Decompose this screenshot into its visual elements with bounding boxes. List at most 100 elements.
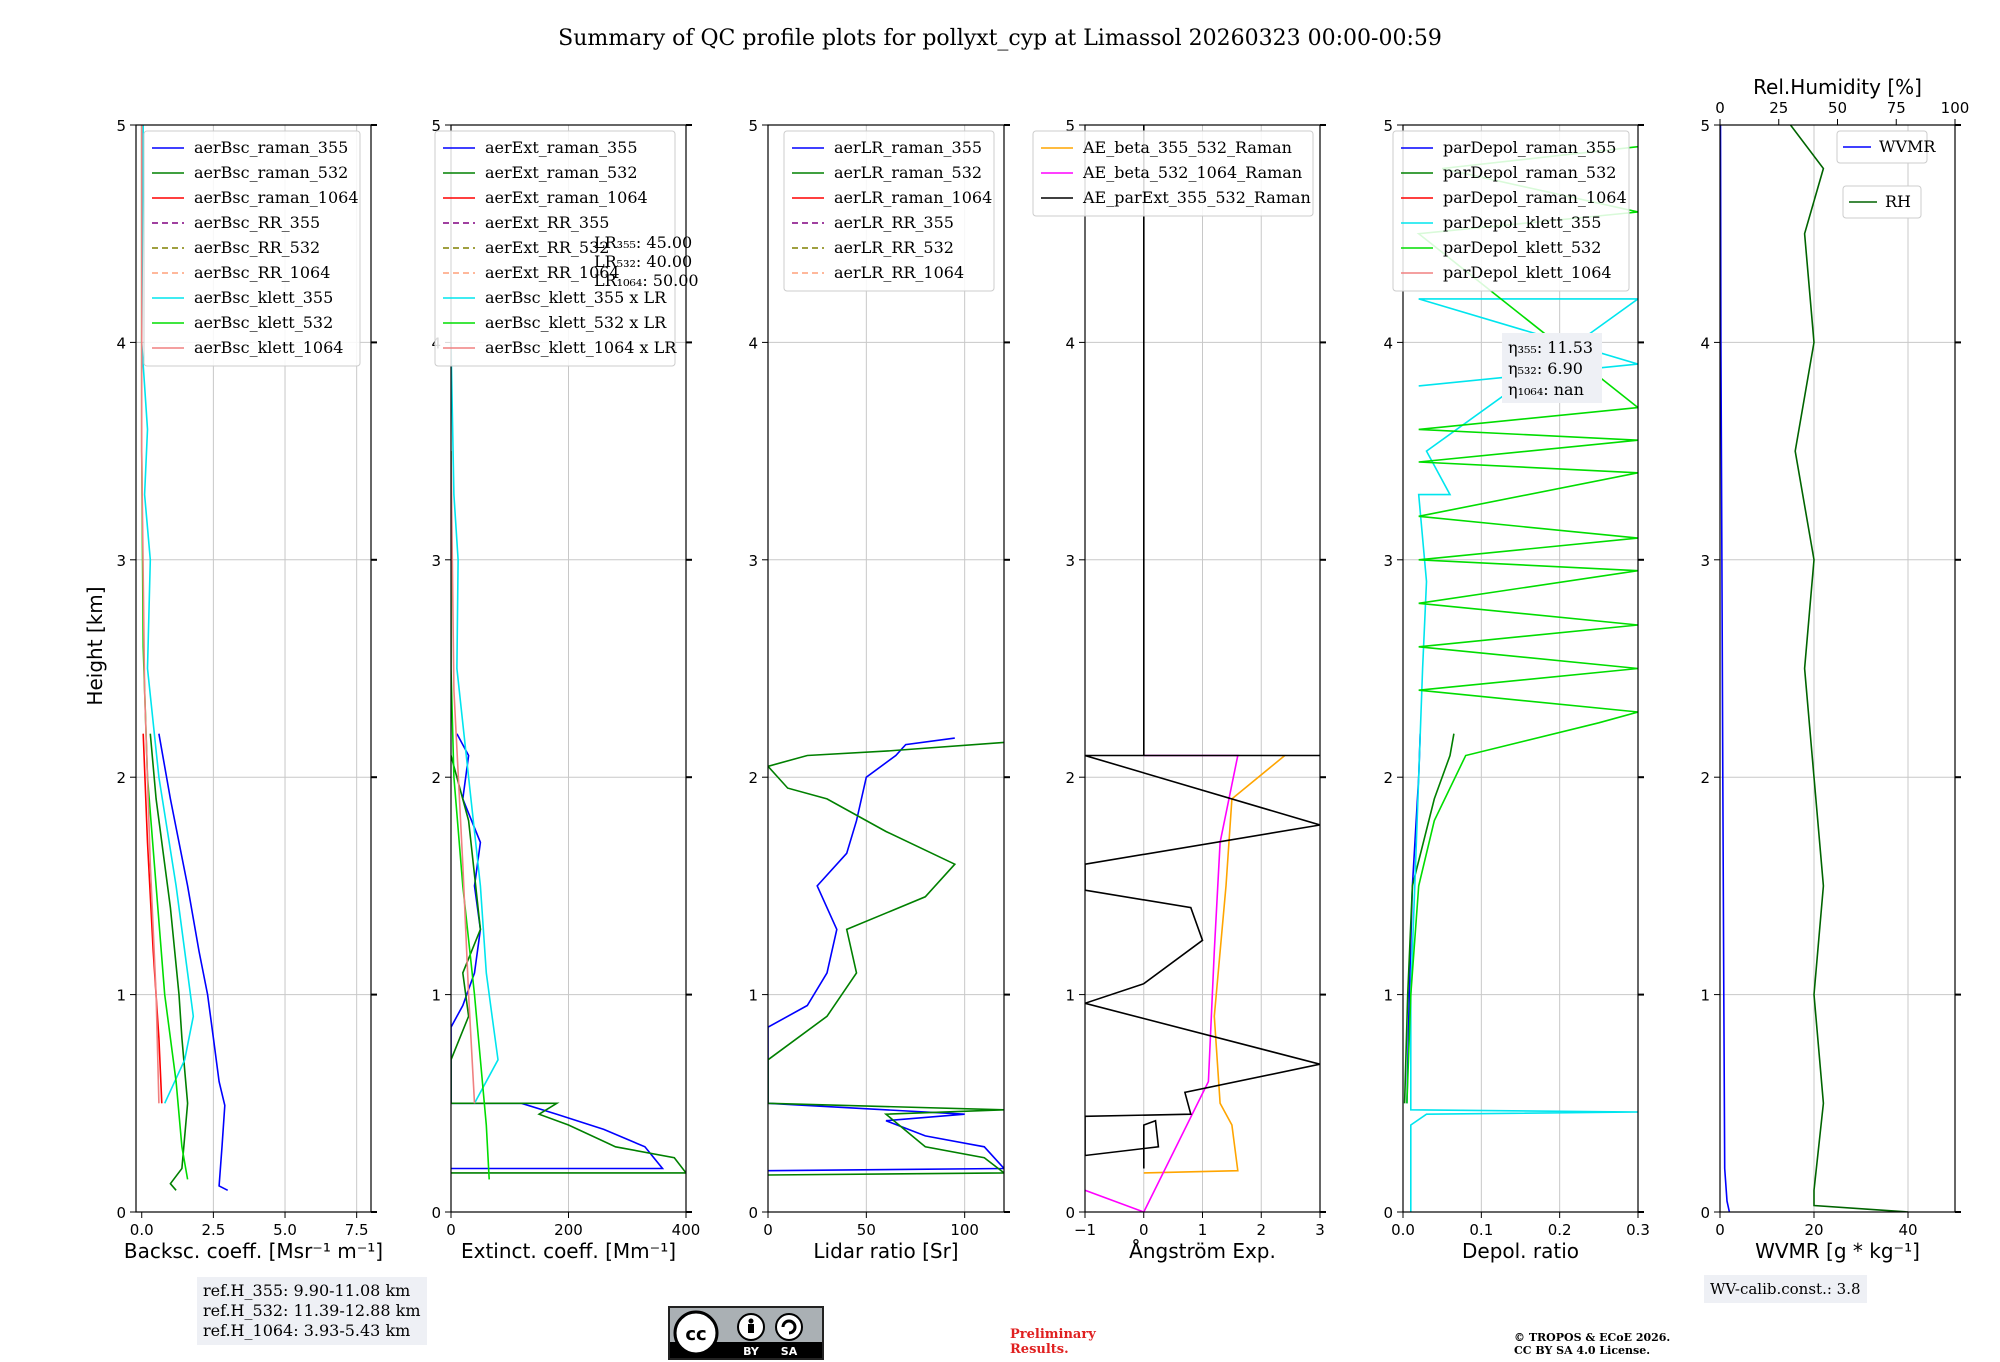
legend-label: aerBsc_klett_355	[194, 288, 333, 307]
y-tick-label: 4	[748, 334, 758, 352]
figure-title: Summary of QC profile plots for pollyxt_…	[558, 26, 1442, 51]
series-AE_beta_532_1064_Raman	[1085, 754, 1239, 1212]
y-tick-label: 3	[1065, 552, 1075, 570]
x-tick-label: 0	[763, 1221, 773, 1239]
x-axis-label: Lidar ratio [Sr]	[813, 1239, 958, 1263]
x-tick-label: 0	[446, 1221, 456, 1239]
x-tick-label: 0	[1139, 1221, 1149, 1239]
x-tick-label: 20	[1804, 1221, 1823, 1239]
y-tick-label: 1	[431, 987, 441, 1005]
legend-label: aerBsc_raman_532	[194, 163, 348, 182]
legend-label: aerLR_raman_532	[834, 163, 982, 182]
series-AE_beta_355_532_Raman	[1143, 754, 1286, 1174]
ref-height-1064: ref.H_1064: 3.93-5.43 km	[203, 1321, 411, 1340]
y-tick-label: 5	[431, 117, 441, 135]
x-tick-label: 100	[950, 1221, 979, 1239]
cc-by-label: BY	[743, 1345, 760, 1358]
legend-label: aerBsc_klett_532	[194, 313, 333, 332]
x-axis-label: Ångström Exp.	[1129, 1239, 1276, 1263]
series-aerBsc_klett_1064	[140, 125, 160, 1104]
y-tick-label: 0	[1700, 1204, 1710, 1222]
preliminary-note: Preliminary Results.	[1010, 1327, 1096, 1357]
copyright-note: © TROPOS & ECoE 2026. CC BY SA 4.0 Licen…	[1514, 1331, 1670, 1357]
legend-box	[783, 130, 995, 292]
y-tick-label: 5	[748, 117, 758, 135]
legend-label: AE_parExt_355_532_Raman	[1082, 188, 1311, 207]
x-tick-label: 0.0	[130, 1221, 154, 1239]
series-aerExt_raman_532	[451, 755, 686, 1174]
cc-badge-graphic: cc BY SA	[670, 1310, 822, 1358]
cc-license-logo: cc BY SA	[668, 1306, 824, 1360]
legend-label: aerLR_raman_1064	[834, 188, 992, 207]
lr-annotation: LR₁₀₆₄: 50.00	[594, 271, 699, 290]
x-axis-label: Depol. ratio	[1462, 1239, 1579, 1263]
series-AE_parExt_355_532_Raman	[1085, 125, 1320, 1169]
y-tick-label: 3	[1383, 552, 1393, 570]
legend-box	[1032, 130, 1314, 217]
y-tick-label: 1	[116, 987, 126, 1005]
y-tick-label: 5	[116, 117, 126, 135]
y-tick-label: 2	[116, 769, 126, 787]
legend-label: aerBsc_klett_355 x LR	[485, 288, 667, 307]
legend-label: AE_beta_355_532_Raman	[1082, 138, 1292, 157]
legend-box	[1836, 130, 1928, 164]
panel-bsc: 0.0 2.5 5.0 7.5 0 1 2 3 4 5 Backsc. coeff. [Msr⁻¹ …	[116, 117, 383, 1263]
series-WVMR	[1720, 125, 1731, 1212]
legend-label: parDepol_raman_355	[1443, 138, 1616, 157]
legend-label: aerBsc_klett_532 x LR	[485, 313, 667, 332]
x-tick-label: 400	[672, 1221, 701, 1239]
legend-label: aerBsc_RR_532	[194, 238, 320, 257]
legend-label: aerLR_RR_355	[834, 213, 954, 232]
y-tick-label: 1	[1700, 987, 1710, 1005]
y-tick-label: 4	[1383, 334, 1393, 352]
y-tick-label: 1	[1383, 987, 1393, 1005]
legend-box	[143, 130, 361, 367]
y-tick-label: 4	[116, 334, 126, 352]
y-axis-label: Height [km]	[83, 586, 107, 705]
series-group	[1720, 125, 1909, 1212]
legend-label: aerExt_raman_1064	[485, 188, 648, 207]
series-parDepol_raman_532	[1403, 733, 1455, 1104]
y-tick-label: 2	[1065, 769, 1075, 787]
eta-box	[1502, 333, 1602, 403]
y-tick-label: 0	[1383, 1204, 1393, 1222]
y-tick-label: 3	[431, 552, 441, 570]
x-tick-label: 3	[1315, 1221, 1325, 1239]
y-tick-label: 1	[1065, 987, 1075, 1005]
lr-annotation: LR₅₃₂: 40.00	[594, 252, 692, 271]
x-tick-label: 0.0	[1391, 1221, 1415, 1239]
x-axis-label: WVMR [g * kg⁻¹]	[1755, 1239, 1920, 1263]
legend-box	[1842, 185, 1922, 219]
legend-label: parDepol_raman_532	[1443, 163, 1616, 182]
preliminary-line-1: Preliminary	[1010, 1327, 1096, 1342]
series-group	[1403, 145, 1638, 1212]
series-aerBsc_raman_532	[149, 733, 189, 1191]
series-parDepol_klett_355	[1410, 298, 1638, 1212]
legend-label: aerBsc_raman_355	[194, 138, 348, 157]
legend-label: aerExt_raman_532	[485, 163, 638, 182]
y-tick-label: 2	[1383, 769, 1393, 787]
series-aerLR_raman_355	[768, 737, 1004, 1172]
y-tick-label: 1	[748, 987, 758, 1005]
ref-height-355: ref.H_355: 9.90-11.08 km	[203, 1281, 411, 1300]
panel-lr: 0 50 100 0 1 2 3 4 5 Lidar ratio [Sr] aerLR_raman_…	[748, 117, 1010, 1263]
wv-calib-box: WV-calib.const.: 3.8	[1704, 1275, 1867, 1303]
copyright-line-1: © TROPOS & ECoE 2026.	[1514, 1331, 1671, 1344]
series-parDepol_klett_532	[1406, 145, 1638, 1104]
legend-label: aerBsc_RR_355	[194, 213, 320, 232]
legend-label: aerBsc_RR_1064	[194, 263, 330, 282]
series-group	[1085, 125, 1320, 1212]
top-axis-label: Rel.Humidity [%]	[1753, 75, 1922, 99]
series-aerBsc_raman_355	[158, 733, 229, 1192]
x-tick-label: 50	[857, 1221, 876, 1239]
top-tick-label: 0	[1715, 99, 1725, 117]
axes-frame	[1402, 124, 1639, 1213]
svg-text:cc: cc	[685, 1324, 706, 1345]
top-tick-label: 50	[1828, 99, 1847, 117]
axes-frame	[767, 124, 1005, 1213]
y-tick-label: 5	[1065, 117, 1075, 135]
x-tick-label: 1	[1198, 1221, 1208, 1239]
legend-label: parDepol_raman_1064	[1443, 188, 1627, 207]
legend-label: parDepol_klett_355	[1443, 213, 1601, 232]
series-group	[768, 737, 1004, 1176]
